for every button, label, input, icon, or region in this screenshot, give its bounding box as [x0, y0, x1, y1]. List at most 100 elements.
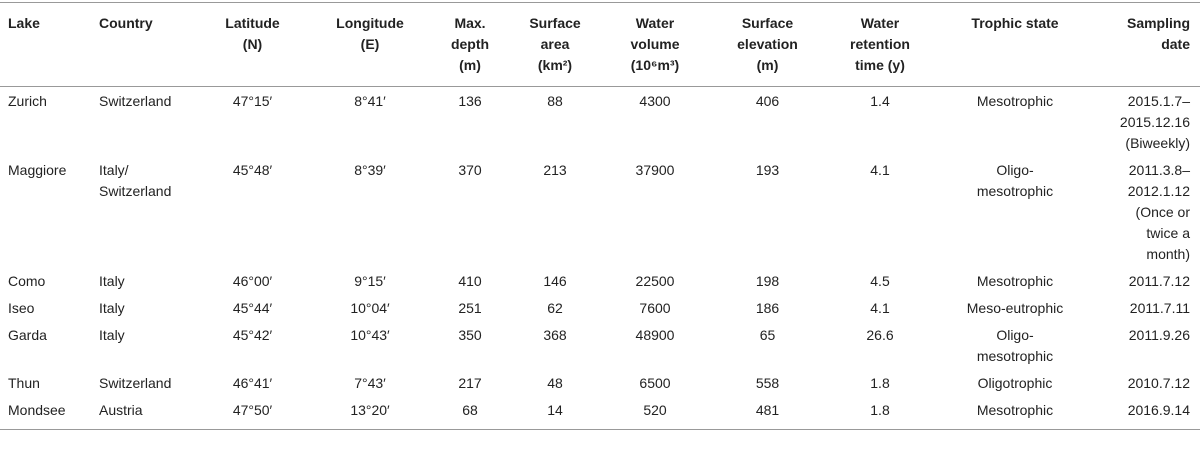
table-cell: 13°20′	[350, 402, 390, 418]
table-cell: 6500	[639, 375, 671, 391]
table-cell: 4300	[639, 93, 671, 109]
cell-line: (m)	[459, 57, 481, 73]
table-cell: 45°44′	[232, 300, 273, 316]
cell-line: mesotrophic	[976, 183, 1054, 199]
cell-line: Italy/	[99, 162, 129, 178]
table-cell: 10°04′	[350, 300, 390, 316]
column-header: Water retention time (y)	[830, 2, 930, 87]
cell-line: Oligo-	[996, 162, 1034, 178]
cell-line: Lake	[8, 15, 40, 31]
table-cell: Zurich	[8, 93, 47, 109]
table-cell: 1.8	[870, 402, 890, 418]
table-cell: 558	[755, 375, 780, 391]
table-cell: Oligotrophic	[930, 369, 1100, 396]
table-cell: Mesotrophic	[930, 396, 1100, 430]
table-cell: Oligo-mesotrophic	[930, 156, 1100, 267]
table-cell: 520	[643, 402, 667, 418]
table-row: Iseo Italy 45°44′ 10°04′ 251 62 7600 186 4.1 Meso…	[0, 294, 1200, 321]
cell-line: Max.	[454, 15, 486, 31]
table-cell: Italy	[93, 321, 200, 369]
cell-line: Meso-eutrophic	[966, 300, 1064, 316]
table-cell: 47°15′	[232, 93, 273, 109]
table-cell: Mondsee	[8, 402, 66, 418]
cell-line: month)	[1146, 246, 1190, 262]
cell-line: date	[1161, 36, 1190, 52]
table-row: Thun Switzerland 46°41′ 7°43′ 217 48 6500 558 1.…	[0, 369, 1200, 396]
table-cell: 193	[755, 162, 780, 178]
table-cell: 45°42′	[232, 327, 273, 343]
data-table: Lake Country Latitude (N) Longitude (E) Max. de…	[0, 2, 1200, 430]
table-cell: 46°00′	[232, 273, 273, 289]
table-cell: 2010.7.12	[1100, 369, 1200, 396]
cell-line: retention	[850, 36, 910, 52]
table-cell: 37900	[635, 162, 675, 178]
cell-line: (m)	[756, 57, 779, 73]
table-cell: Garda	[8, 327, 47, 343]
cell-line: Longitude	[336, 15, 404, 31]
table-cell: 46°41′	[232, 375, 273, 391]
cell-line: Italy	[99, 300, 125, 316]
cell-line: Switzerland	[99, 93, 172, 109]
table-cell: 8°39′	[354, 162, 386, 178]
table-cell: 48	[547, 375, 563, 391]
table-row: Zurich Switzerland 47°15′ 8°41′ 136 88 4300 406…	[0, 87, 1200, 157]
table-cell: 4.1	[870, 300, 890, 316]
table-cell: 2011.3.8– 2012.1.12 (Once or twice a month)	[1100, 156, 1200, 267]
column-header: Latitude (N)	[200, 2, 305, 87]
column-header: Max. depth (m)	[435, 2, 505, 87]
table-row: Maggiore Italy/Switzerland 45°48′ 8°39′ 370 2…	[0, 156, 1200, 267]
table-cell: 213	[543, 162, 567, 178]
cell-line: 2011.9.26	[1128, 327, 1190, 343]
cell-line: (km²)	[537, 57, 573, 73]
cell-line: (E)	[360, 36, 380, 52]
column-header: Country	[93, 2, 200, 87]
table-cell: Switzerland	[93, 87, 200, 157]
cell-line: (10⁶m³)	[630, 57, 680, 73]
table-row: Como Italy 46°00′ 9°15′ 410 146 22500 198 4.5 Mes…	[0, 267, 1200, 294]
table-cell: 8°41′	[354, 93, 386, 109]
cell-line: Latitude	[225, 15, 280, 31]
column-header: Lake	[0, 2, 93, 87]
table-cell: 217	[458, 375, 482, 391]
table-cell: 2015.1.7– 2015.12.16 (Biweekly)	[1100, 87, 1200, 157]
table-cell: 47°50′	[232, 402, 273, 418]
cell-line: (Once or	[1135, 204, 1190, 220]
cell-line: 2015.12.16	[1119, 114, 1190, 130]
table-cell: 4.1	[870, 162, 890, 178]
table-cell: 9°15′	[354, 273, 386, 289]
table-cell: 2011.7.12	[1100, 267, 1200, 294]
table-cell: 198	[755, 273, 780, 289]
cell-line: volume	[630, 36, 680, 52]
cell-line: Water	[635, 15, 675, 31]
cell-line: Country	[99, 15, 153, 31]
cell-line: depth	[450, 36, 490, 52]
cell-line: Switzerland	[99, 183, 172, 199]
cell-line: elevation	[737, 36, 798, 52]
cell-line: Water	[860, 15, 900, 31]
table-cell: 370	[458, 162, 482, 178]
cell-line: 2012.1.12	[1127, 183, 1190, 199]
cell-line: Surface	[529, 15, 581, 31]
cell-line: 2010.7.12	[1127, 375, 1190, 391]
cell-line: Italy	[99, 327, 125, 343]
cell-line: Mesotrophic	[976, 93, 1054, 109]
cell-line: Surface	[741, 15, 794, 31]
cell-line: mesotrophic	[976, 348, 1054, 364]
table-cell: 65	[759, 327, 776, 343]
column-header: Surface elevation (m)	[705, 2, 830, 87]
table-cell: 2011.9.26	[1100, 321, 1200, 369]
table-cell: 7600	[639, 300, 671, 316]
column-header: Water volume (10⁶m³)	[605, 2, 705, 87]
table-cell: 45°48′	[232, 162, 273, 178]
cell-line: (Biweekly)	[1125, 135, 1190, 151]
table-cell: 68	[462, 402, 478, 418]
table-row: Mondsee Austria 47°50′ 13°20′ 68 14 520 481 1.8 M…	[0, 396, 1200, 430]
column-header: Surface area (km²)	[505, 2, 605, 87]
cell-line: 2016.9.14	[1127, 402, 1190, 418]
table-cell: 22500	[635, 273, 675, 289]
table-cell: Switzerland	[93, 369, 200, 396]
table-cell: 4.5	[870, 273, 890, 289]
cell-line: Austria	[99, 402, 143, 418]
table-cell: 136	[458, 93, 482, 109]
